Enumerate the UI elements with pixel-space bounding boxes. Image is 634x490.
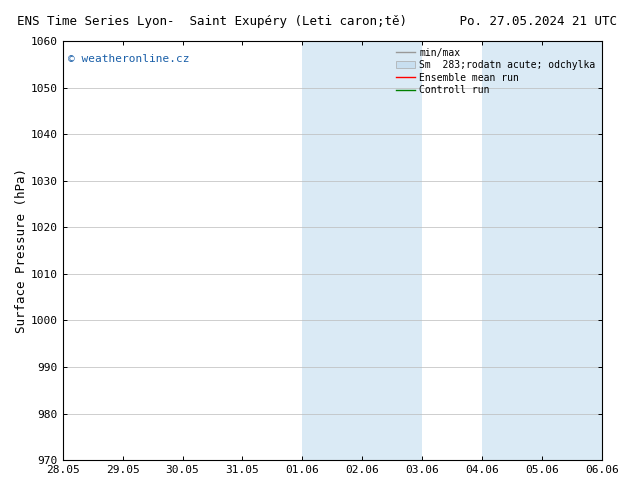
Bar [482, 41, 602, 460]
Text: © weatheronline.cz: © weatheronline.cz [68, 53, 190, 64]
Text: ENS Time Series Lyon-  Saint Exupéry (Leti caron;tě)       Po. 27.05.2024 21 UTC: ENS Time Series Lyon- Saint Exupéry (Let… [17, 15, 617, 28]
Bar [302, 41, 422, 460]
Y-axis label: Surface Pressure (hPa): Surface Pressure (hPa) [15, 168, 28, 333]
Legend: min/max, Sm  283;rodatn acute; odchylka, Ensemble mean run, Controll run: min/max, Sm 283;rodatn acute; odchylka, … [394, 46, 597, 97]
